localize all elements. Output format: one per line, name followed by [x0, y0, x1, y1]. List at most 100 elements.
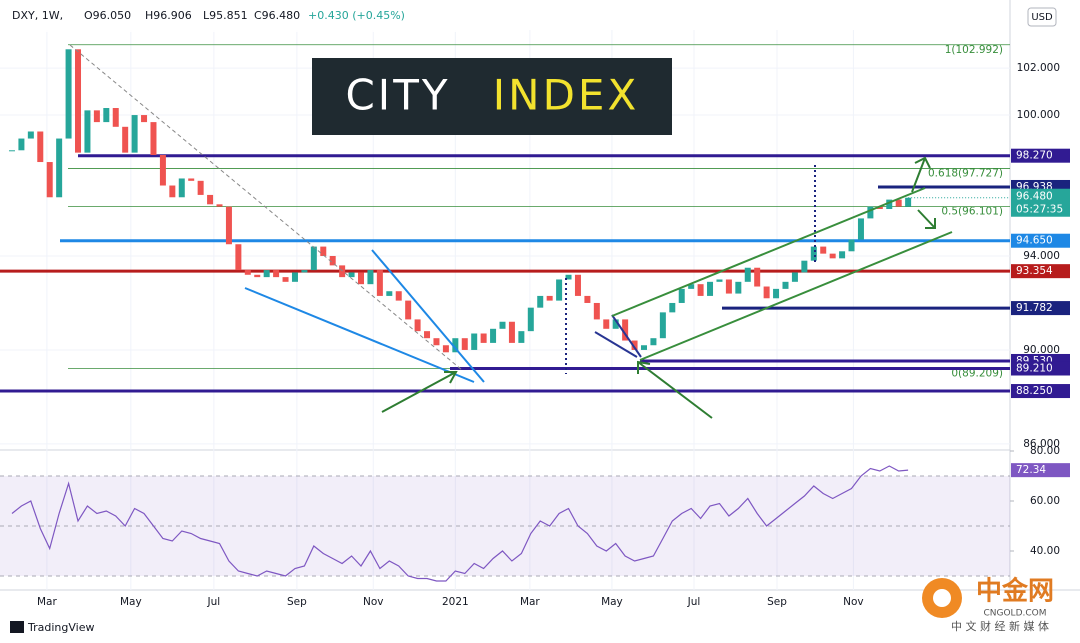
candle — [244, 270, 251, 275]
candle — [603, 319, 610, 329]
x-tick-label: Mar — [520, 596, 540, 608]
currency-box — [1027, 7, 1057, 27]
trendline — [244, 287, 475, 383]
candle — [763, 286, 770, 299]
candle — [716, 279, 723, 282]
candle — [810, 246, 817, 261]
candle — [329, 255, 336, 266]
candle — [27, 131, 34, 139]
candle — [348, 272, 355, 278]
candle — [405, 300, 412, 320]
candle — [141, 115, 148, 123]
candle — [169, 185, 176, 198]
price-label: 96.480 — [1016, 191, 1053, 203]
currency: USD — [1031, 12, 1053, 23]
candle — [697, 284, 704, 296]
y-tick-label: 40.00 — [1030, 545, 1060, 557]
arrow — [917, 209, 936, 229]
countdown: 05:27:35 — [1016, 204, 1063, 216]
candle — [725, 279, 732, 294]
level-label-box — [1011, 361, 1070, 376]
channel-line — [611, 187, 926, 317]
fib-trend — [69, 44, 463, 371]
trendline — [371, 249, 485, 383]
candle — [386, 291, 393, 296]
candle — [442, 345, 449, 353]
candle — [282, 277, 289, 282]
y-tick-label: 90.000 — [1023, 344, 1060, 356]
candle — [301, 270, 308, 273]
rsi-label-box — [1011, 463, 1070, 478]
trendline — [594, 331, 638, 358]
tv-logo — [10, 621, 24, 633]
candle — [574, 274, 581, 296]
candle — [424, 331, 431, 339]
candle — [254, 274, 261, 278]
level-label: 88.250 — [1016, 385, 1053, 397]
candle — [782, 281, 789, 289]
candle — [452, 338, 459, 353]
candle — [376, 270, 383, 296]
candle — [461, 338, 468, 350]
candle — [178, 178, 185, 198]
y-tick-label: 86.000 — [1023, 438, 1060, 450]
candle — [622, 319, 629, 341]
candle — [188, 178, 195, 181]
candle — [37, 131, 44, 163]
x-tick-label: Jul — [687, 596, 701, 608]
x-tick-label: 2021 — [442, 596, 469, 608]
logo-text: INDEX — [493, 71, 639, 120]
level-label: 94.650 — [1016, 235, 1053, 247]
channel-line — [639, 231, 953, 361]
candle — [508, 321, 515, 343]
candle — [820, 246, 827, 254]
candle — [490, 328, 497, 343]
candle — [650, 338, 657, 346]
candle — [707, 281, 714, 296]
candle — [103, 108, 110, 123]
candle — [112, 108, 119, 127]
candle — [433, 338, 440, 346]
y-tick-label: 102.000 — [1017, 62, 1060, 74]
candle — [207, 194, 214, 205]
candle — [754, 267, 761, 287]
candle — [546, 295, 553, 301]
candle — [320, 246, 327, 256]
candle — [735, 281, 742, 294]
ohlc: L95.851 — [203, 9, 248, 22]
y-tick-label: 100.000 — [1017, 109, 1060, 121]
candle — [310, 246, 317, 271]
candle — [678, 288, 685, 303]
level-label-box — [1011, 233, 1070, 248]
candle — [197, 180, 204, 195]
trendline — [611, 314, 642, 358]
candle — [527, 307, 534, 332]
candle — [159, 154, 166, 186]
candle — [358, 272, 365, 285]
candle — [84, 110, 91, 153]
x-tick-label: Sep — [767, 596, 787, 608]
candle — [471, 333, 478, 350]
fib-label: 0(89.209) — [951, 368, 1003, 380]
y-tick-label: 80.00 — [1030, 445, 1060, 457]
level-label: 93.354 — [1016, 265, 1053, 277]
level-label: 98.270 — [1016, 150, 1053, 162]
candle — [848, 239, 855, 252]
candle — [480, 333, 487, 343]
candle — [659, 312, 666, 339]
plot: Mar May Jul Sep Nov 2021 Mar May Jul Sep Nov 86.000… — [0, 30, 1070, 608]
ohlc: C96.480 — [254, 9, 300, 22]
candle — [131, 115, 138, 153]
candle — [537, 295, 544, 308]
y-tick-label: 94.000 — [1023, 250, 1060, 262]
candle — [556, 279, 563, 301]
candle — [395, 291, 402, 301]
candle — [518, 331, 525, 343]
candle — [631, 340, 638, 350]
candle — [75, 49, 82, 153]
level-label: 91.782 — [1016, 302, 1053, 314]
x-tick-label: May — [120, 596, 142, 608]
arrow — [637, 360, 713, 419]
candle — [93, 110, 100, 123]
watermark-url: CNGOLD.COM — [983, 609, 1046, 619]
